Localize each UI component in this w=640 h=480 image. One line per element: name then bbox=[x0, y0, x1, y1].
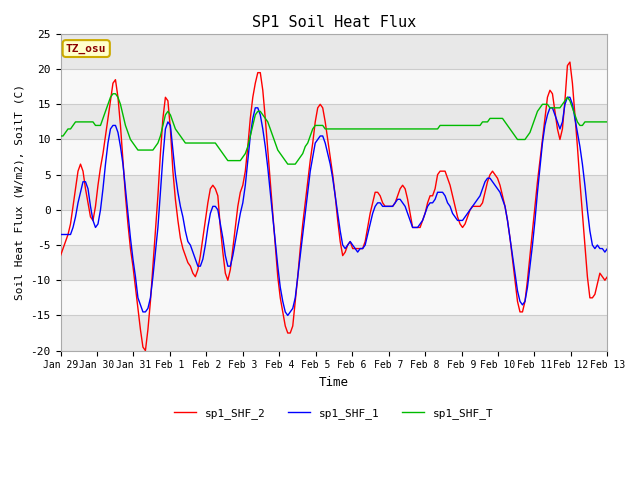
Y-axis label: Soil Heat Flux (W/m2), SoilT (C): Soil Heat Flux (W/m2), SoilT (C) bbox=[15, 84, 25, 300]
sp1_SHF_1 bbox=[564, 95, 572, 100]
sp1_SHF_T bbox=[541, 101, 548, 107]
sp1_SHF_1 bbox=[284, 312, 292, 318]
sp1_SHF_1 bbox=[351, 246, 359, 252]
Text: TZ_osu: TZ_osu bbox=[66, 44, 106, 54]
sp1_SHF_T bbox=[219, 151, 227, 156]
Bar bbox=[61, 175, 607, 210]
Bar bbox=[61, 280, 607, 315]
Line: sp1_SHF_1: sp1_SHF_1 bbox=[61, 97, 607, 315]
Bar bbox=[61, 104, 607, 140]
sp1_SHF_1 bbox=[216, 221, 224, 227]
Bar bbox=[61, 69, 607, 104]
sp1_SHF_T bbox=[209, 140, 217, 146]
Line: sp1_SHF_T: sp1_SHF_T bbox=[61, 94, 607, 164]
sp1_SHF_T bbox=[354, 126, 362, 132]
sp1_SHF_2 bbox=[141, 348, 149, 353]
sp1_SHF_2 bbox=[219, 249, 227, 255]
Bar bbox=[61, 210, 607, 245]
sp1_SHF_T bbox=[109, 91, 117, 96]
sp1_SHF_1 bbox=[604, 246, 611, 252]
sp1_SHF_1 bbox=[548, 105, 556, 111]
sp1_SHF_1 bbox=[521, 299, 529, 304]
sp1_SHF_2 bbox=[209, 182, 217, 188]
sp1_SHF_2 bbox=[351, 246, 359, 252]
Bar bbox=[61, 34, 607, 69]
Bar bbox=[61, 140, 607, 175]
sp1_SHF_2 bbox=[521, 299, 529, 304]
sp1_SHF_T bbox=[57, 133, 65, 139]
Title: SP1 Soil Heat Flux: SP1 Soil Heat Flux bbox=[252, 15, 416, 30]
Legend: sp1_SHF_2, sp1_SHF_1, sp1_SHF_T: sp1_SHF_2, sp1_SHF_1, sp1_SHF_T bbox=[170, 404, 499, 423]
sp1_SHF_T bbox=[524, 133, 531, 139]
sp1_SHF_1 bbox=[207, 211, 214, 216]
Bar bbox=[61, 245, 607, 280]
sp1_SHF_T bbox=[604, 119, 611, 125]
sp1_SHF_T bbox=[551, 105, 559, 111]
sp1_SHF_1 bbox=[57, 232, 65, 238]
Bar bbox=[61, 315, 607, 350]
sp1_SHF_2 bbox=[566, 59, 573, 65]
sp1_SHF_T bbox=[284, 161, 292, 167]
sp1_SHF_1 bbox=[539, 140, 547, 146]
sp1_SHF_2 bbox=[57, 253, 65, 259]
sp1_SHF_2 bbox=[604, 274, 611, 280]
Line: sp1_SHF_2: sp1_SHF_2 bbox=[61, 62, 607, 350]
X-axis label: Time: Time bbox=[319, 376, 349, 389]
sp1_SHF_2 bbox=[548, 91, 556, 96]
sp1_SHF_2 bbox=[539, 137, 547, 143]
